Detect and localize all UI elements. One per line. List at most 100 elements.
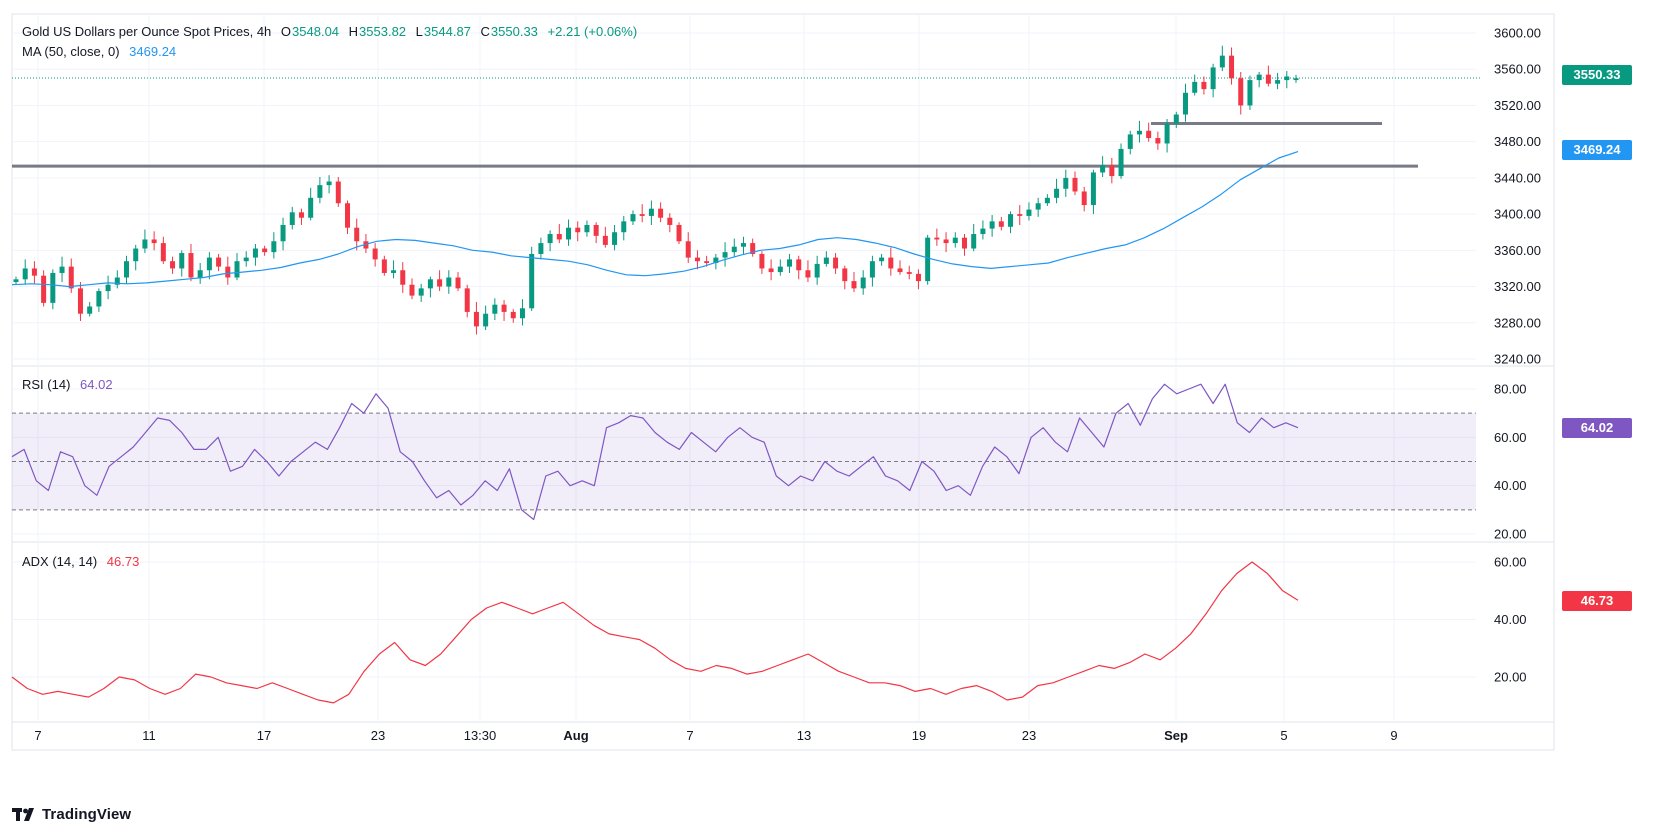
- candle-body: [833, 257, 839, 269]
- candle-body: [1054, 188, 1060, 198]
- candle-body: [722, 252, 728, 258]
- rsi-band: [12, 412, 1476, 511]
- candle-body: [971, 234, 977, 249]
- candle-body: [768, 268, 774, 273]
- candle-body: [1072, 177, 1078, 192]
- candle-body: [1136, 130, 1142, 135]
- candle-body: [455, 277, 461, 289]
- candle-body: [1284, 76, 1290, 81]
- candle-body: [796, 259, 802, 271]
- candle-body: [639, 214, 645, 216]
- candle-body: [1192, 81, 1198, 93]
- chart-frame: [11, 13, 1555, 751]
- candle-body: [943, 239, 949, 244]
- candle-body: [1256, 74, 1262, 81]
- candle-body: [50, 272, 56, 303]
- candle-body: [934, 237, 940, 240]
- candle-body: [1017, 214, 1023, 216]
- candle-body: [225, 266, 231, 278]
- candle-body: [685, 241, 691, 258]
- candle-body: [1182, 92, 1188, 115]
- candle-body: [750, 243, 756, 254]
- open-value: 3548.04: [292, 24, 340, 39]
- candle-body: [1146, 130, 1152, 139]
- candle-body: [1127, 134, 1133, 149]
- ma-line: [11, 151, 1299, 288]
- candle-body: [814, 263, 820, 278]
- time-axis-label: 19: [912, 728, 926, 743]
- candle-body: [1229, 55, 1235, 79]
- price-legend: Gold US Dollars per Ounce Spot Prices, 4…: [22, 24, 637, 39]
- rsi-axis-label: 40.00: [1494, 478, 1527, 493]
- candle-body: [124, 261, 130, 278]
- candle-body: [298, 212, 304, 218]
- candle-body: [31, 268, 37, 276]
- candle-body: [114, 277, 120, 285]
- candle-body: [1081, 191, 1087, 206]
- candle-body: [105, 284, 111, 292]
- indicator-lines: [11, 151, 1299, 704]
- time-axis-label: 23: [371, 728, 385, 743]
- candle-body: [547, 234, 553, 244]
- candle-body: [308, 197, 314, 218]
- candle-body: [354, 227, 360, 242]
- candle-body: [1265, 74, 1271, 84]
- candle-body: [915, 273, 921, 282]
- time-axis-label: 13: [797, 728, 811, 743]
- candle-body: [1008, 214, 1014, 227]
- candle-body: [851, 281, 857, 289]
- candle-body: [1238, 78, 1244, 106]
- candle-body: [22, 268, 28, 280]
- candle-body: [317, 185, 323, 198]
- candle-body: [1026, 209, 1032, 216]
- rsi-line: [11, 383, 1299, 521]
- candle-body: [400, 270, 406, 285]
- candle-body: [170, 261, 176, 269]
- rsi-value: 64.02: [80, 377, 113, 392]
- ma-label: MA (50, close, 0): [22, 44, 120, 59]
- candle-body: [1247, 80, 1253, 106]
- candle-body: [897, 268, 903, 273]
- ma-price-tag: 3469.24: [1562, 140, 1632, 160]
- candle-body: [197, 270, 203, 278]
- candle-body: [151, 239, 157, 244]
- candle-body: [658, 208, 664, 218]
- rsi-axis-label: 20.00: [1494, 527, 1527, 542]
- candle-body: [602, 235, 608, 245]
- candle-body: [437, 279, 443, 287]
- tradingview-logo-text: TradingView: [42, 806, 132, 823]
- price-axis-label: 3600.00: [1494, 26, 1541, 41]
- time-axis-label: 5: [1280, 728, 1287, 743]
- price-axis-label: 3360.00: [1494, 243, 1541, 258]
- candle-body: [529, 253, 535, 309]
- candle-body: [519, 308, 525, 319]
- candle-body: [1109, 165, 1115, 177]
- candle-body: [510, 311, 516, 319]
- candle-body: [87, 306, 93, 314]
- candle-body: [1201, 81, 1207, 90]
- adx-label: ADX (14, 14): [22, 554, 98, 569]
- price-axis-label: 3280.00: [1494, 315, 1541, 330]
- candle-body: [464, 288, 470, 312]
- candle-body: [676, 224, 682, 242]
- candle-body: [252, 248, 258, 258]
- candle-body: [538, 243, 544, 254]
- open-label: O: [280, 24, 292, 39]
- tradingview-logo[interactable]: TradingView: [12, 806, 131, 823]
- close-value: 3550.33: [490, 24, 538, 39]
- candle-body: [1118, 148, 1124, 177]
- candle-body: [234, 261, 240, 278]
- candle-body: [216, 257, 222, 267]
- candle-body: [989, 221, 995, 229]
- price-axis-label: 3560.00: [1494, 62, 1541, 77]
- candle-body: [262, 248, 268, 253]
- time-axis-label: 9: [1390, 728, 1397, 743]
- close-label: C: [480, 24, 490, 39]
- candle-body: [1035, 203, 1041, 210]
- candle-body: [1210, 67, 1216, 90]
- adx-axis-label: 20.00: [1494, 670, 1527, 685]
- candle-body: [77, 288, 83, 314]
- candle-body: [418, 288, 424, 296]
- candle-body: [335, 181, 341, 204]
